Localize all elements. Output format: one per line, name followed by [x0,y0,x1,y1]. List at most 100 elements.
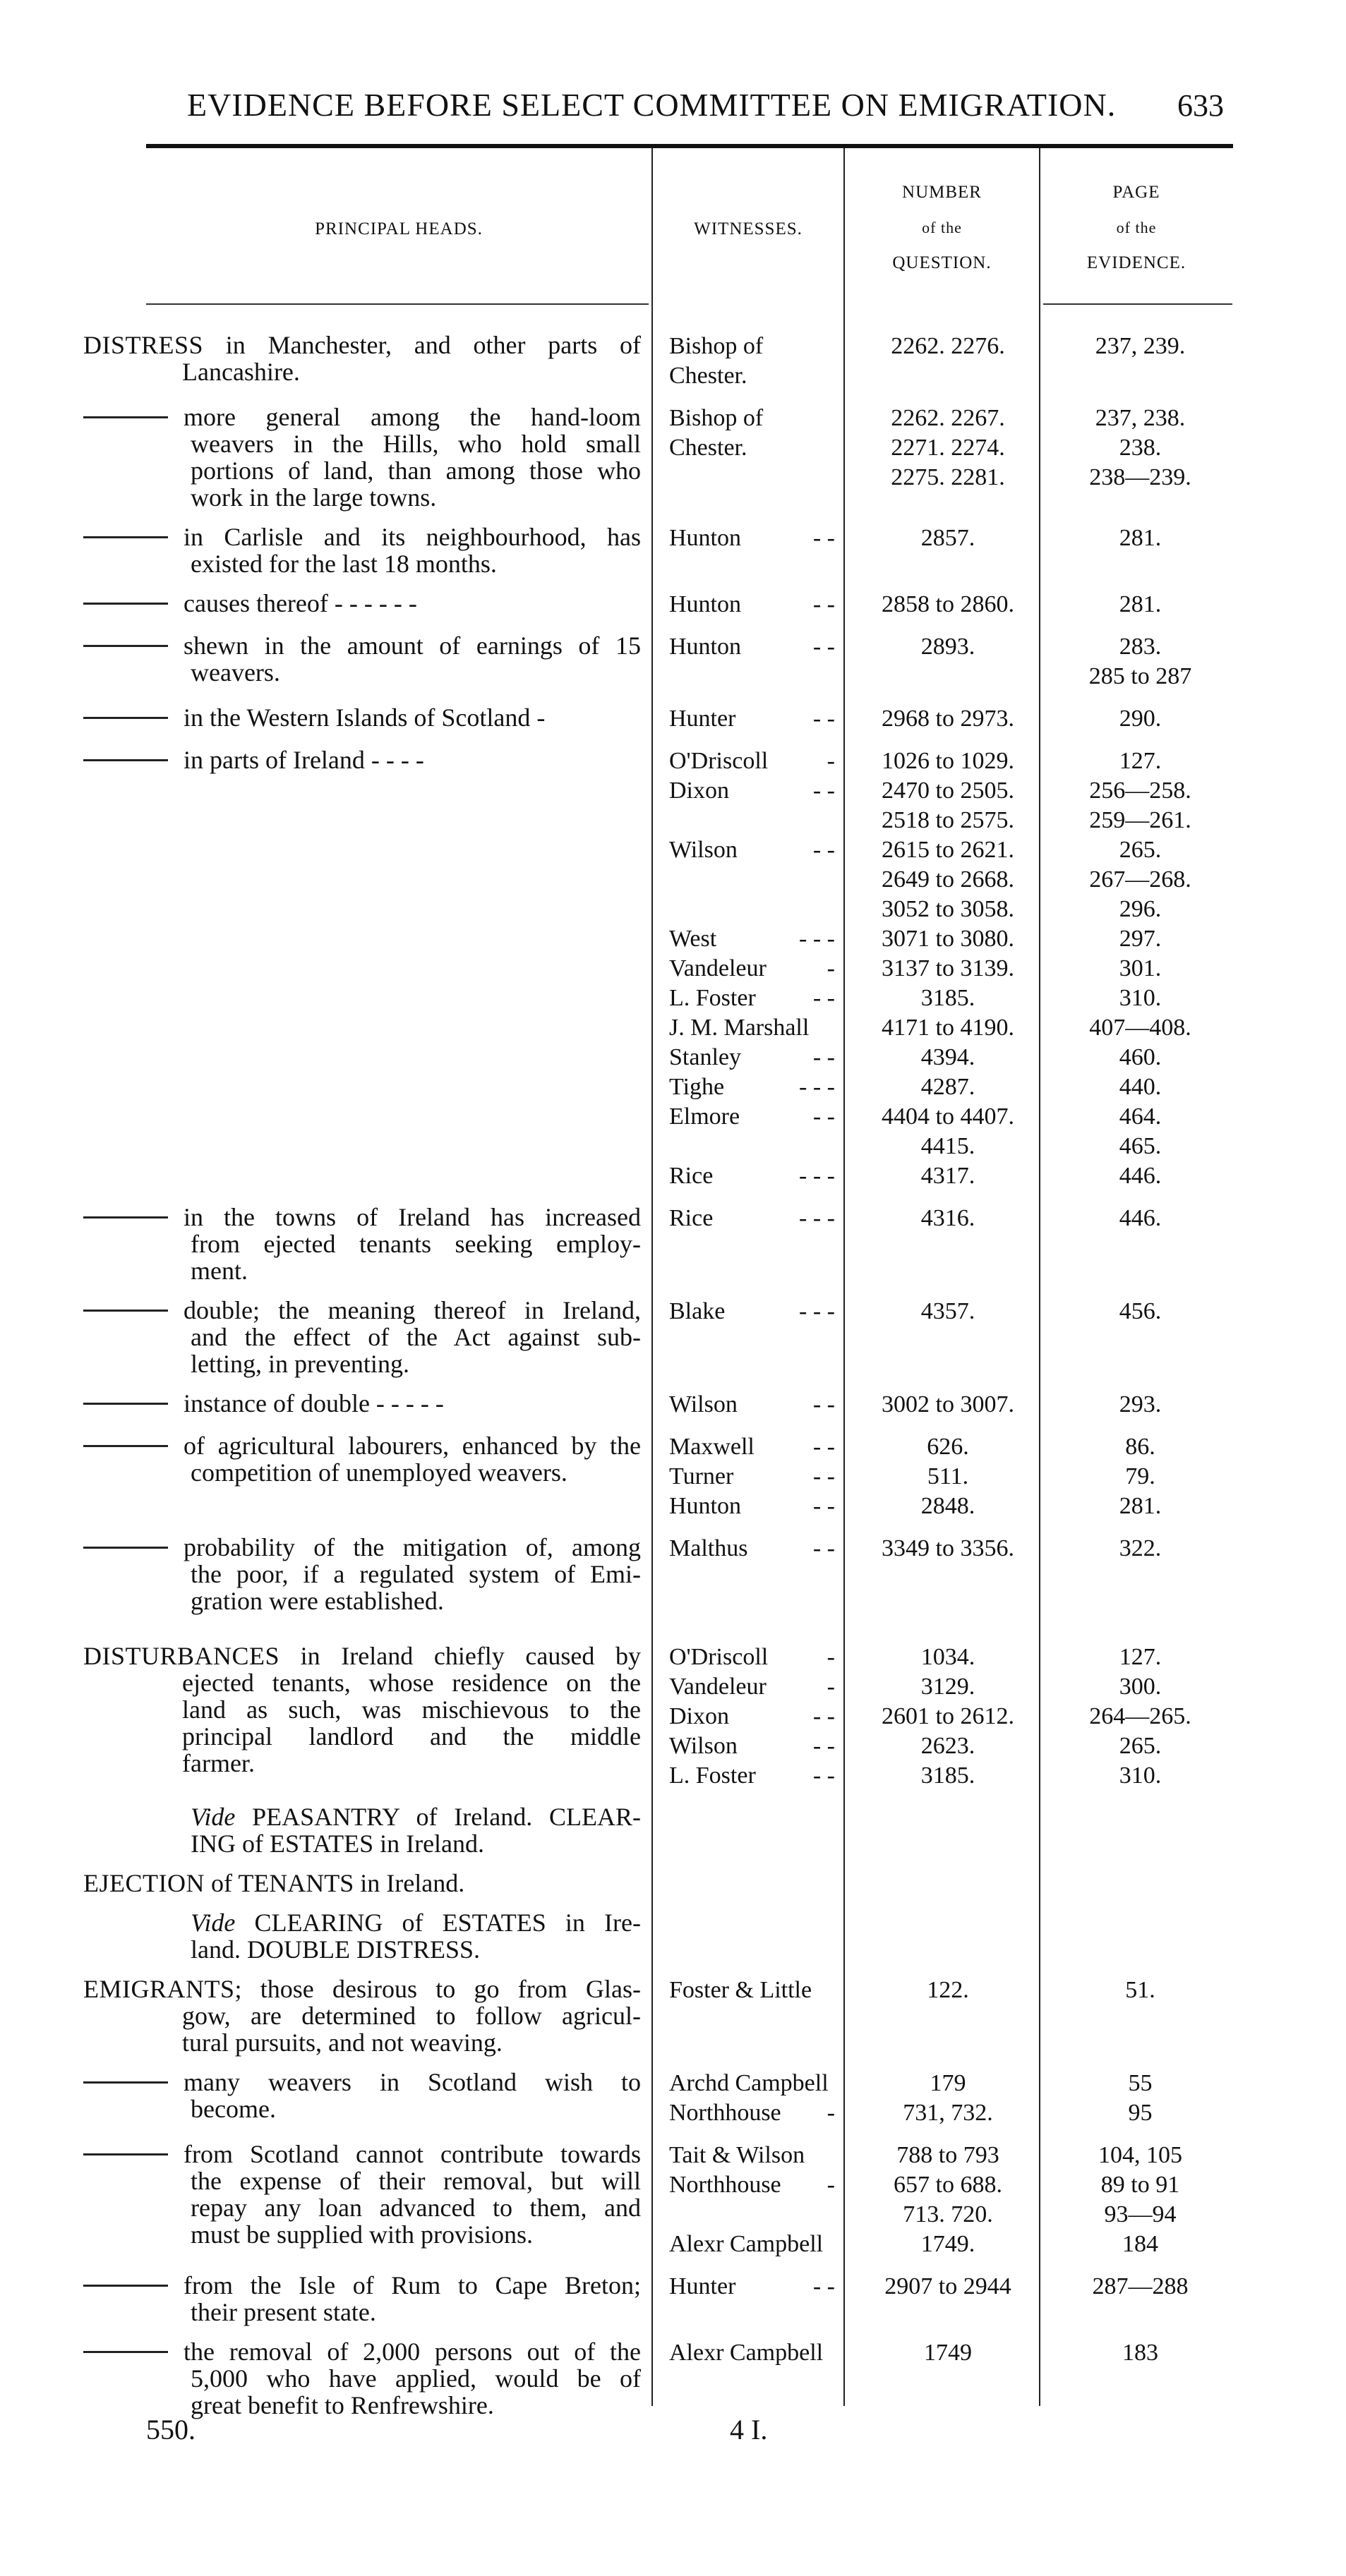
witness-cell: Northhouse - [669,2170,835,2200]
leader-dots: - - [812,1762,835,1789]
reference-row: Chester. 2271. 2274. 238. [641,433,1241,463]
leader-dots: - - - [799,1298,835,1324]
evidence-page: 259—261. [1089,807,1191,833]
witness-name: L. Foster [669,985,756,1011]
question-number: 2858 to 2860. [882,591,1014,617]
description-line: the removal of 2,000 persons out of the [184,2338,641,2366]
description-line: weavers. [191,658,280,687]
question-number: 4316. [920,1205,975,1231]
question-number: 731, 732. [903,2100,993,2126]
entry-description: instance of double - - - - - [83,1390,641,1420]
witness-name: Alexr Campbell [669,2340,824,2366]
question-number: 4415. [920,1133,975,1159]
reference-row: Hunton - - 2893. 283. [641,632,1241,662]
column-divider [651,148,653,2406]
reference-row: Wilson - - 2615 to 2621. 265. [641,835,1241,865]
leader-dots: - [827,748,835,774]
entry-description: EJECTION of TENANTS in Ireland. [83,1870,641,1897]
evidence-page: 256—258. [1089,778,1191,804]
witness-name: Hunter [669,706,736,732]
witness-name: Wilson [669,1391,738,1417]
witness-cell [669,463,835,492]
witness-name: Rice [669,1205,714,1231]
evidence-page: 95 [1128,2100,1153,2126]
leader-dots: - [827,955,835,981]
evidence-page: 297. [1119,926,1162,952]
witness-name: L. Foster [669,1762,756,1789]
reference-row: Dixon - - 2601 to 2612. 264—265. [641,1702,1241,1731]
witness-cell [669,2200,835,2230]
question-number: 122. [927,1977,969,2003]
description-line: the poor, if a regulated system of Emi- [191,1560,641,1588]
index-entry: Vide PEASANTRY of Ireland. CLEAR- ING of … [83,1803,1241,1857]
index-entries: DISTRESS in Manchester, and other parts … [83,332,1241,2431]
witness-name: Elmore [669,1103,740,1130]
entry-heading: DISTRESS [83,331,204,359]
entry-references: Malthus - - 3349 to 3356. 322. [641,1534,1241,1614]
evidence-page: 281. [1119,525,1162,551]
entry-description: many weavers in Scotland wish to become. [83,2069,641,2128]
evidence-page: 293. [1119,1391,1162,1417]
witness-cell: Hunton - - [669,524,835,553]
witness-name: Bishop of [669,405,764,431]
reference-row: 2649 to 2668. 267—268. [641,865,1241,895]
evidence-page: 267—268. [1089,866,1191,893]
witness-cell: Bishop of [669,404,835,433]
entry-description: the removal of 2,000 persons out of the 5… [83,2338,641,2419]
witness-cell: Dixon - - [669,1702,835,1731]
entry-references: Wilson - - 3002 to 3007. 293. [641,1390,1241,1420]
witness-name: Blake [669,1298,726,1324]
description-line: portions of land, than among those who [191,456,641,485]
question-number: 2649 to 2668. [882,866,1014,893]
evidence-page: 296. [1119,896,1162,922]
description-line: probability of the mitigation of, among [184,1533,641,1561]
leader-dots: - - [812,1535,835,1561]
question-number: 3185. [920,1762,975,1789]
witness-name: Archd Campbell [669,2070,829,2096]
leader-dots: - [827,2100,835,2126]
index-entry: causes thereof - - - - - - Hunton - - 2858 … [83,590,1241,619]
evidence-page: 238—239. [1089,464,1191,490]
description-line: in the Western Islands of Scotland - [184,703,546,732]
witness-name: Chester. [669,435,747,461]
witness-cell: Alexr Campbell [669,2338,835,2368]
description-text: of TENANTS in Ireland. [204,1869,465,1897]
question-number: 2623. [920,1733,975,1759]
reference-row: 2275. 2281. 238—239. [641,463,1241,492]
leader-dots: - - - [799,1163,835,1189]
evidence-page: 446. [1119,1205,1162,1231]
column-header-witnesses: WITNESSES. [694,219,803,238]
description-line: land as such, was mischievous to the [182,1695,641,1724]
evidence-page: 55 [1128,2070,1153,2096]
ditto-dash [83,717,168,719]
evidence-page: 281. [1119,1493,1162,1519]
witness-name: Northhouse [669,2172,781,2198]
description-text: ; those desirous to go from Glas- [234,1975,641,2003]
leader-dots: - - - [799,926,835,952]
description-line: ING of ESTATES in Ireland. [191,1830,485,1858]
description-line: gow, are determined to follow agricul- [182,2002,641,2030]
column-header-page: PAGE of the EVIDENCE. [1040,175,1232,281]
witness-name: O'Driscoll [669,748,769,774]
question-number: 2601 to 2612. [882,1703,1014,1729]
reference-row: Tighe - - - 4287. 440. [641,1072,1241,1102]
entry-references: Foster & Little 122. 51. [641,1976,1241,2056]
witness-name: Wilson [669,1733,738,1759]
leader-dots: - - [812,1463,835,1489]
index-entry: Vide CLEARING of ESTATES in Ire-land. DO… [83,1909,1241,1963]
footer-signature-mark: 4 I. [730,2414,768,2445]
entry-description: in Carlisle and its neighbourhood, has ex… [83,524,641,577]
witness-cell: Archd Campbell [669,2069,835,2098]
entry-description: more general among the hand-loom weavers … [83,404,641,511]
description-line: Vide PEASANTRY of Ireland. CLEAR- [83,1803,641,1830]
running-title: EVIDENCE BEFORE SELECT COMMITTEE ON EMIG… [187,87,1117,123]
reference-row: Hunter - - 2968 to 2973. 290. [641,704,1241,734]
ditto-dash [83,536,168,538]
question-number: 2893. [920,634,975,660]
reference-row: Blake - - - 4357. 456. [641,1297,1241,1326]
index-entry: instance of double - - - - - Wilson - - 300… [83,1390,1241,1420]
witness-cell: Dixon - - [669,776,835,806]
evidence-page: 237, 239. [1095,333,1186,359]
description-line: Vide CLEARING of ESTATES in Ire- [83,1909,641,1936]
evidence-page: 265. [1119,837,1162,863]
